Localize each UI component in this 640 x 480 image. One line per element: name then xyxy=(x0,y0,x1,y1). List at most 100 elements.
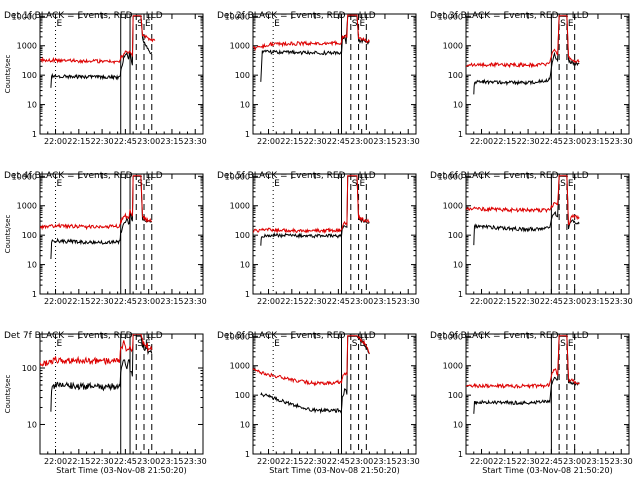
time-marker-label: E xyxy=(274,19,280,29)
events-series-line xyxy=(50,15,153,88)
lld-series-line xyxy=(40,175,152,231)
y-tick-label: 10000 xyxy=(438,12,463,21)
x-tick-label: 22:30 xyxy=(304,297,327,306)
x-tick-label: 22:45 xyxy=(114,297,137,306)
plot-frame xyxy=(252,333,417,455)
x-tick-label: 22:15 xyxy=(493,297,516,306)
x-tick-label: 23:15 xyxy=(373,137,396,146)
x-tick-label: 22:00 xyxy=(44,137,67,146)
y-tick-label: 10 xyxy=(27,420,37,429)
chart-panel-9: Det 9f BLACK = Events, RED = LLD 1 10 100 10… xyxy=(430,331,633,475)
x-tick-label: 22:30 xyxy=(91,457,114,466)
lld-series-line xyxy=(466,175,580,226)
time-marker-label: E xyxy=(568,19,574,29)
y-tick-label: 10000 xyxy=(438,332,463,341)
y-tick-label: 1000 xyxy=(230,202,250,211)
time-marker-label: S xyxy=(352,339,358,349)
x-tick-label: 23:00 xyxy=(137,137,160,146)
events-series-line xyxy=(473,175,580,246)
y-tick-label: 1000 xyxy=(443,42,463,51)
x-tick-label: 23:30 xyxy=(184,457,207,466)
y-tick-label: 100 xyxy=(448,391,463,400)
y-tick-label: 1000 xyxy=(17,202,37,211)
y-axis-label: Counts/sec xyxy=(4,55,12,94)
x-tick-label: 22:15 xyxy=(67,297,90,306)
chart-panel-3: Det 3f BLACK = Events, RED = LLD 1 10 100 10… xyxy=(430,11,633,146)
x-tick-label: 22:00 xyxy=(44,457,67,466)
lld-series-line xyxy=(40,15,156,65)
time-marker-label: E xyxy=(360,179,366,189)
x-tick-label: 23:00 xyxy=(563,457,586,466)
y-tick-label: 1000 xyxy=(443,202,463,211)
x-tick-label: 23:30 xyxy=(397,297,420,306)
x-axis-label: Start Time (03-Nov-08 21:50:20) xyxy=(56,466,186,475)
x-tick-label: 23:00 xyxy=(137,297,160,306)
x-tick-label: 22:30 xyxy=(91,137,114,146)
time-marker-label: E xyxy=(145,339,151,349)
x-tick-label: 23:15 xyxy=(160,297,183,306)
x-tick-label: 22:45 xyxy=(540,457,563,466)
x-tick-label: 22:45 xyxy=(327,137,350,146)
x-tick-label: 23:15 xyxy=(586,457,609,466)
time-marker-label: E xyxy=(274,339,280,349)
y-tick-label: 10 xyxy=(240,421,250,430)
y-tick-label: 10 xyxy=(453,101,463,110)
chart-panel-7: Det 7f BLACK = Events, RED = LLD 10 100 Cou… xyxy=(4,331,207,475)
chart-title: Det 9f BLACK = Events, RED = LLD xyxy=(430,331,589,341)
x-tick-label: 22:30 xyxy=(517,137,540,146)
chart-panel-8: Det 8f BLACK = Events, RED = LLD 1 10 100 10… xyxy=(217,331,420,475)
chart-title: Det 1f BLACK = Events, RED = LLD xyxy=(4,11,163,21)
events-series-line xyxy=(473,15,580,95)
y-tick-label: 10 xyxy=(27,101,37,110)
x-tick-label: 22:30 xyxy=(304,457,327,466)
y-tick-label: 10000 xyxy=(225,172,250,181)
time-marker-label: E xyxy=(145,179,151,189)
x-tick-label: 23:00 xyxy=(563,137,586,146)
y-tick-label: 1000 xyxy=(443,362,463,371)
y-tick-label: 10000 xyxy=(438,172,463,181)
y-tick-label: 1 xyxy=(458,450,463,459)
y-tick-label: 10000 xyxy=(225,332,250,341)
y-tick-label: 1000 xyxy=(230,42,250,51)
x-tick-label: 23:15 xyxy=(160,457,183,466)
x-tick-label: 23:00 xyxy=(350,297,373,306)
time-marker-label: E xyxy=(274,179,280,189)
x-tick-label: 22:15 xyxy=(67,137,90,146)
chart-panel-4: Det 4f BLACK = Events, RED = LLD 1 10 100 10… xyxy=(4,171,207,306)
time-marker-label: S xyxy=(560,19,566,29)
y-tick-label: 100 xyxy=(448,231,463,240)
y-tick-label: 10 xyxy=(240,101,250,110)
time-marker-label: E xyxy=(360,339,366,349)
x-tick-label: 23:15 xyxy=(373,457,396,466)
x-tick-label: 22:45 xyxy=(114,137,137,146)
x-tick-label: 22:00 xyxy=(257,137,280,146)
lld-series-line xyxy=(253,14,370,52)
y-tick-label: 1 xyxy=(32,130,37,139)
chart-title: Det 5f BLACK = Events, RED = LLD xyxy=(217,171,376,181)
x-tick-label: 23:30 xyxy=(610,137,633,146)
x-tick-label: 22:30 xyxy=(91,297,114,306)
chart-title: Det 3f BLACK = Events, RED = LLD xyxy=(430,11,589,21)
y-tick-label: 100 xyxy=(22,364,37,373)
time-marker-label: S xyxy=(352,19,358,29)
events-series-line xyxy=(260,335,370,415)
y-tick-label: 10000 xyxy=(225,12,250,21)
time-marker-label: S xyxy=(352,179,358,189)
y-tick-label: 10 xyxy=(453,421,463,430)
x-tick-label: 22:15 xyxy=(67,457,90,466)
lld-series-line xyxy=(466,15,580,69)
chart-panel-2: Det 2f BLACK = Events, RED = LLD 1 10 100 10… xyxy=(217,11,420,146)
x-tick-label: 22:00 xyxy=(470,457,493,466)
time-marker-label: E xyxy=(57,179,63,189)
x-tick-label: 23:00 xyxy=(137,457,160,466)
events-series-line xyxy=(260,15,370,82)
x-tick-label: 22:45 xyxy=(327,457,350,466)
time-marker-label: S xyxy=(137,19,143,29)
x-tick-label: 22:30 xyxy=(517,297,540,306)
time-marker-label: E xyxy=(57,339,63,349)
y-tick-label: 1 xyxy=(245,290,250,299)
x-tick-label: 22:15 xyxy=(493,457,516,466)
time-marker-label: S xyxy=(137,179,143,189)
y-tick-label: 1000 xyxy=(230,362,250,371)
